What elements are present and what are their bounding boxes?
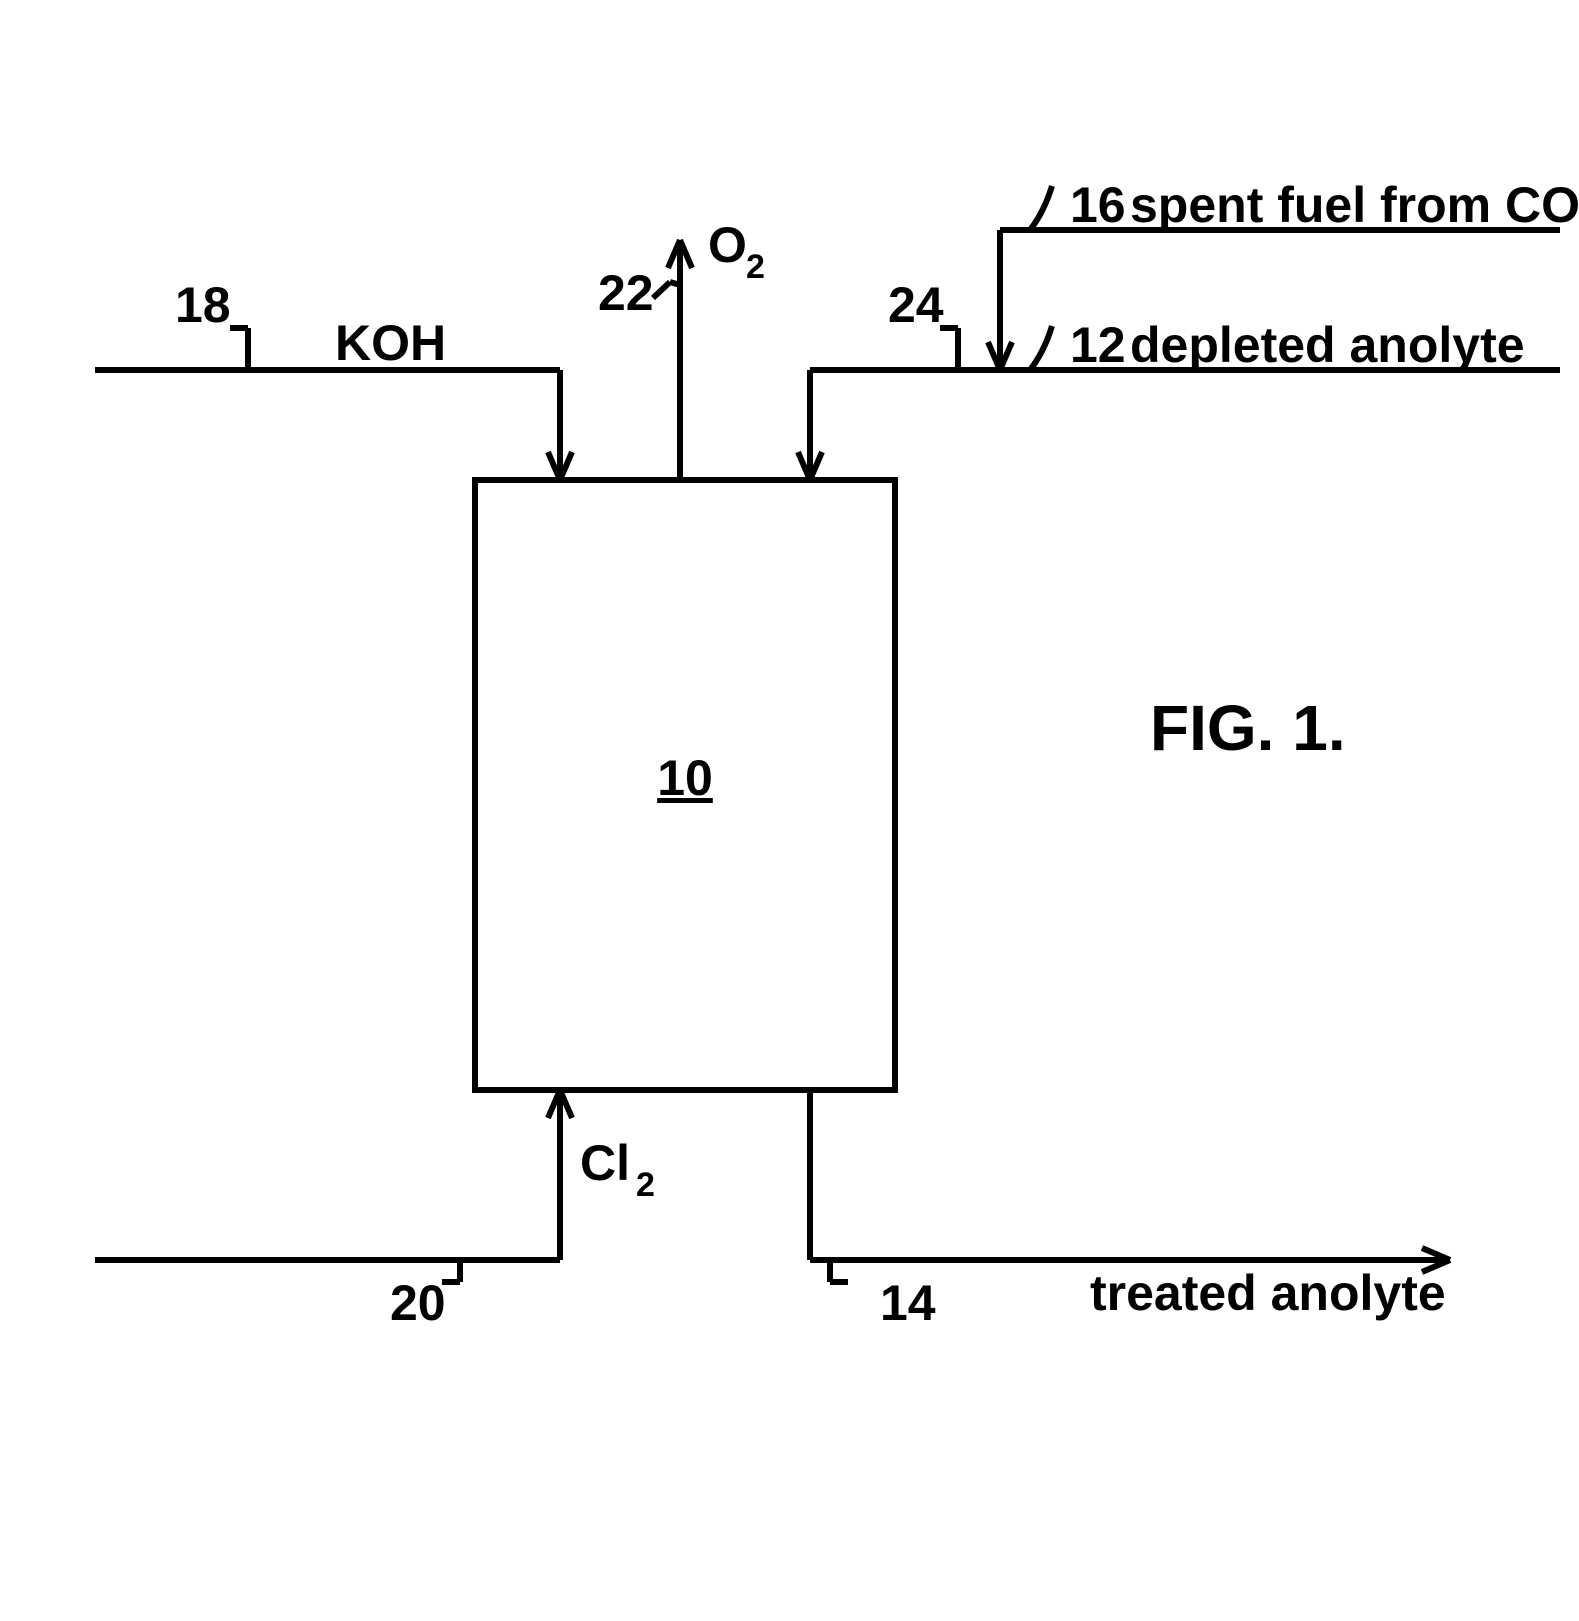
box-id: 10 [657,750,713,806]
ref-24: 24 [888,277,944,333]
label-depleted-anolyte: depleted anolyte [1130,317,1525,373]
ref-20: 20 [390,1275,446,1331]
ref-14: 14 [880,1275,936,1331]
label-koh: KOH [335,315,446,371]
 [670,282,680,285]
 [653,282,670,298]
label-o2-sub: 2 [746,248,765,286]
ref-18: 18 [175,277,231,333]
ref-12: 12 [1070,317,1126,373]
label-spent-fuel: spent fuel from COIL [1130,177,1579,233]
 [1030,186,1052,230]
 [1030,326,1052,370]
diagram-canvas: 10FIG. 1.18KOH22O216spent fuel from COIL… [0,0,1579,1621]
label-treated-anolyte: treated anolyte [1090,1265,1446,1321]
ref-22: 22 [598,265,654,321]
label-o2: O [708,217,747,273]
ref-16: 16 [1070,177,1126,233]
figure-label: FIG. 1. [1150,692,1346,764]
label-cl2-sub: 2 [636,1166,655,1204]
label-cl2: Cl [580,1135,630,1191]
